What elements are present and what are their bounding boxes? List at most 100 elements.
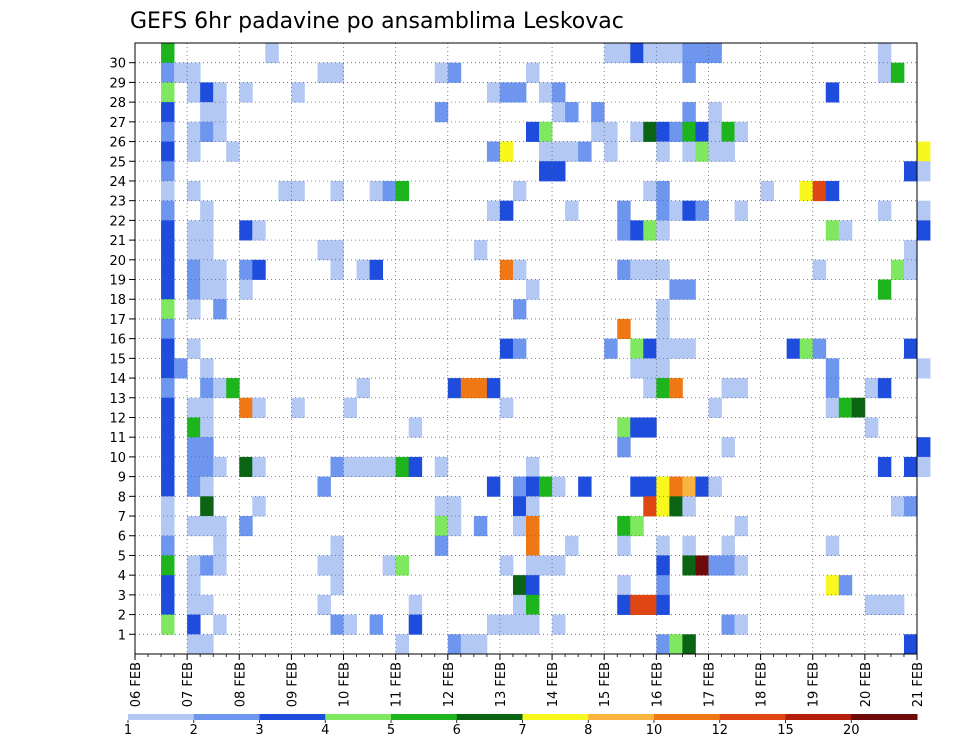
heatmap-cell <box>643 594 657 615</box>
heatmap-cell <box>903 161 918 182</box>
heatmap-cell <box>539 82 553 103</box>
y-tick-label: 9 <box>118 471 126 486</box>
heatmap-cell <box>460 634 475 655</box>
x-tick-label: 09 FEB <box>285 662 300 707</box>
heatmap-cell <box>161 279 175 300</box>
heatmap-cell <box>630 121 644 142</box>
heatmap-cell <box>890 594 905 615</box>
heatmap-cell <box>161 555 175 576</box>
heatmap-cell <box>669 338 683 359</box>
heatmap-cell <box>278 180 292 202</box>
heatmap-cell <box>213 456 227 478</box>
heatmap-cell <box>200 82 214 103</box>
heatmap-cell <box>682 121 696 142</box>
heatmap-cell <box>161 318 175 340</box>
heatmap-cell <box>252 397 266 418</box>
heatmap-cell <box>330 535 344 556</box>
heatmap-cell <box>643 259 657 280</box>
y-tick-label: 3 <box>118 589 126 604</box>
y-tick-label: 25 <box>109 155 126 170</box>
y-tick-label: 16 <box>109 333 126 348</box>
heatmap-cell <box>903 456 918 478</box>
heatmap-cell <box>252 456 266 478</box>
heatmap-cells <box>161 43 931 655</box>
heatmap-cell <box>643 417 657 438</box>
y-tick-label: 13 <box>109 392 126 407</box>
heatmap-cell <box>356 456 370 478</box>
heatmap-cell <box>512 82 527 103</box>
heatmap-cell <box>682 555 696 576</box>
heatmap-cell <box>161 200 175 221</box>
heatmap-cell <box>877 62 892 83</box>
legend-swatch <box>522 714 589 720</box>
heatmap-cell <box>890 259 905 280</box>
legend-swatch <box>588 714 655 720</box>
heatmap-cell <box>187 417 201 438</box>
heatmap-cell <box>161 161 175 182</box>
heatmap-cell <box>643 358 657 379</box>
heatmap-cell <box>682 476 696 497</box>
heatmap-cell <box>265 43 279 64</box>
heatmap-cell <box>395 634 410 655</box>
heatmap-cell <box>526 594 540 615</box>
heatmap-cell <box>656 200 670 221</box>
heatmap-cell <box>877 200 892 221</box>
heatmap-cell <box>226 378 240 399</box>
heatmap-cell <box>473 240 488 261</box>
heatmap-cell <box>187 634 201 655</box>
heatmap-cell <box>187 62 201 83</box>
heatmap-cell <box>200 358 214 379</box>
heatmap-cell <box>187 299 201 320</box>
heatmap-cell <box>252 259 266 280</box>
heatmap-cell <box>200 476 214 497</box>
heatmap-cell <box>708 121 722 142</box>
heatmap-cell <box>526 614 540 635</box>
y-tick-label: 2 <box>118 609 126 624</box>
heatmap-cell <box>369 259 384 280</box>
heatmap-cell <box>643 121 657 142</box>
heatmap-cell <box>382 555 397 576</box>
heatmap-cell <box>669 279 683 300</box>
heatmap-cell <box>695 43 709 64</box>
heatmap-cell <box>200 516 214 537</box>
heatmap-cell <box>161 338 175 359</box>
heatmap-cell <box>838 220 853 241</box>
heatmap-cell <box>682 43 696 64</box>
heatmap-cell <box>356 378 370 399</box>
heatmap-cell <box>721 121 735 142</box>
heatmap-cell <box>617 43 631 64</box>
heatmap-cell <box>526 121 540 142</box>
heatmap-cell <box>656 220 670 241</box>
heatmap-cell <box>903 496 918 517</box>
y-tick-label: 29 <box>109 76 126 91</box>
y-tick-label: 27 <box>109 116 126 131</box>
x-tick-label: 17 FEB <box>702 662 717 707</box>
heatmap-cell <box>161 240 175 261</box>
heatmap-cell <box>161 102 175 123</box>
x-tick-label: 12 FEB <box>442 662 457 707</box>
heatmap-cell <box>604 43 618 64</box>
heatmap-cell <box>382 180 397 202</box>
heatmap-cell <box>343 456 357 478</box>
heatmap-cell <box>669 476 683 497</box>
heatmap-cell <box>812 259 827 280</box>
y-tick-label: 7 <box>118 510 126 525</box>
heatmap-cell <box>552 82 566 103</box>
y-tick-label: 11 <box>109 431 126 446</box>
heatmap-cell <box>161 378 175 399</box>
heatmap-cell <box>656 594 670 615</box>
y-tick-label: 20 <box>109 254 126 269</box>
heatmap-cell <box>161 299 175 320</box>
heatmap-cell <box>656 180 670 202</box>
heatmap-cell <box>825 535 840 556</box>
heatmap-cell <box>434 535 449 556</box>
heatmap-cell <box>734 614 748 635</box>
heatmap-cell <box>838 417 853 438</box>
heatmap-cell <box>395 456 410 478</box>
y-tick-label: 17 <box>109 313 126 328</box>
heatmap-cell <box>890 62 905 83</box>
y-tick-label: 24 <box>109 175 126 190</box>
heatmap-cell <box>200 397 214 418</box>
heatmap-cell <box>591 102 605 123</box>
heatmap-cell <box>669 634 683 655</box>
